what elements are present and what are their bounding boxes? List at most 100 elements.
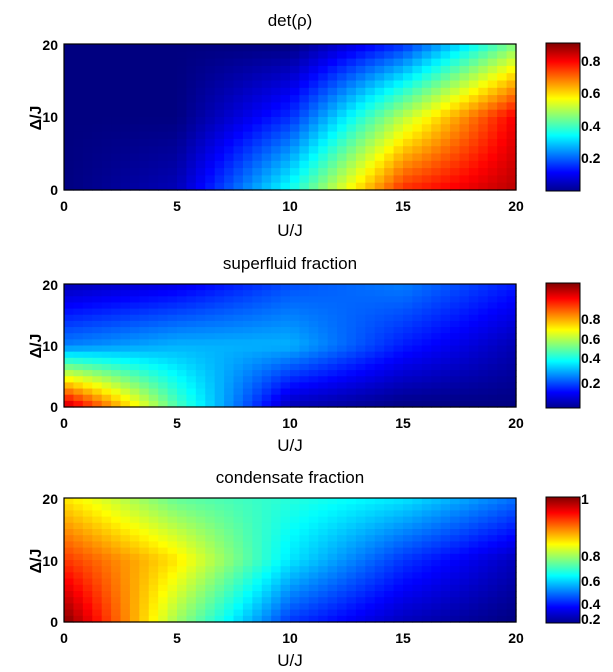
heatmap-cell [431,182,442,191]
heatmap-cell [120,58,131,67]
heatmap-cell [186,102,197,111]
heatmap-cell [506,290,517,297]
heatmap-cell [393,109,404,118]
heatmap-cell [158,522,169,530]
heatmap-cell [440,566,451,573]
heatmap-cell [355,131,366,140]
heatmap-cell [346,572,357,580]
heatmap-cell [82,124,93,133]
heatmap-cell [355,80,366,89]
heatmap-cell [280,516,291,524]
heatmap-cell [139,168,150,176]
heatmap-cell [478,117,489,125]
heatmap-cell [195,363,206,371]
heatmap-cell [290,351,301,359]
heatmap-cell [92,160,103,169]
heatmap-cell [403,547,414,555]
heatmap-cell [120,95,131,103]
x-tick-label: 15 [395,415,411,431]
heatmap-cell [129,138,140,147]
heatmap-cell [478,182,489,191]
heatmap-cell [280,345,291,353]
heatmap-cell [337,615,348,623]
heatmap-cell [242,541,253,549]
heatmap-cell [327,553,338,561]
heatmap-cell [64,541,75,549]
heatmap-cell [82,547,93,555]
colorbar-tick-label: 0.8 [581,311,601,327]
heatmap-cell [497,320,508,328]
heatmap-cell [459,615,470,623]
heatmap-cell [403,290,414,297]
heatmap-cell [186,609,197,617]
heatmap-cell [327,357,338,365]
heatmap-cell [233,290,244,297]
heatmap-cell [450,572,461,580]
heatmap-cell [139,370,150,377]
heatmap-cell [111,345,122,353]
heatmap-cell [421,609,432,617]
heatmap-cell [478,560,489,567]
heatmap-cell [365,168,376,176]
heatmap-cell [431,102,442,111]
heatmap-cell [271,153,282,162]
heatmap-cells [64,284,517,408]
heatmap-cell [487,357,498,365]
heatmap-cell [214,182,225,191]
heatmap-cell [205,363,216,371]
heatmap-cell [158,382,169,390]
heatmap-cell [120,65,131,74]
heatmap-cell [280,314,291,322]
heatmap-cell [327,609,338,617]
heatmap-cell [271,302,282,310]
heatmap-cell [384,73,395,82]
heatmap-cell [450,504,461,511]
heatmap-cell [487,73,498,82]
y-ticks: 0 10 20 [42,37,58,198]
heatmap-cell [111,363,122,371]
heatmap-cell [478,131,489,140]
heatmap-cell [158,394,169,402]
heatmap-cell [73,547,84,555]
heatmap-cell [224,382,235,390]
heatmap-cell [252,153,263,162]
heatmap-cell [468,58,479,67]
heatmap-cell [450,547,461,555]
heatmap-cell [92,609,103,617]
heatmap-cell [148,302,159,310]
heatmap-cell [252,175,263,184]
heatmap-cell [111,376,122,383]
heatmap-cell [308,117,319,125]
heatmap-cell [374,351,385,359]
y-tick-label: 20 [42,37,58,53]
heatmap-cell [111,58,122,67]
heatmap-cell [506,363,517,371]
heatmap-cell [327,95,338,103]
heatmap-cell [459,51,470,60]
heatmap-cell [431,339,442,347]
heatmap-cell [64,603,75,611]
heatmap-cell [252,131,263,140]
heatmap-cell [450,138,461,147]
heatmap-cell [195,504,206,511]
heatmap-cell [421,339,432,347]
heatmap-cell [158,388,169,396]
heatmap-cell [506,504,517,511]
heatmap-cell [186,510,197,518]
heatmap-cell [374,603,385,611]
heatmap-cell [101,553,112,561]
heatmap-cell [252,182,263,191]
heatmap-cell [139,560,150,567]
heatmap-cell [252,168,263,176]
heatmap-cell [158,609,169,617]
heatmap-cell [233,370,244,377]
heatmap-cell [242,547,253,555]
heatmap-cell [497,382,508,390]
heatmap-cell [506,153,517,162]
heatmap-cell [327,363,338,371]
heatmap-cell [365,498,376,505]
heatmap-cell [111,117,122,125]
heatmap-cell [120,572,131,580]
heatmap-cell [393,333,404,340]
heatmap-cell [214,400,225,408]
